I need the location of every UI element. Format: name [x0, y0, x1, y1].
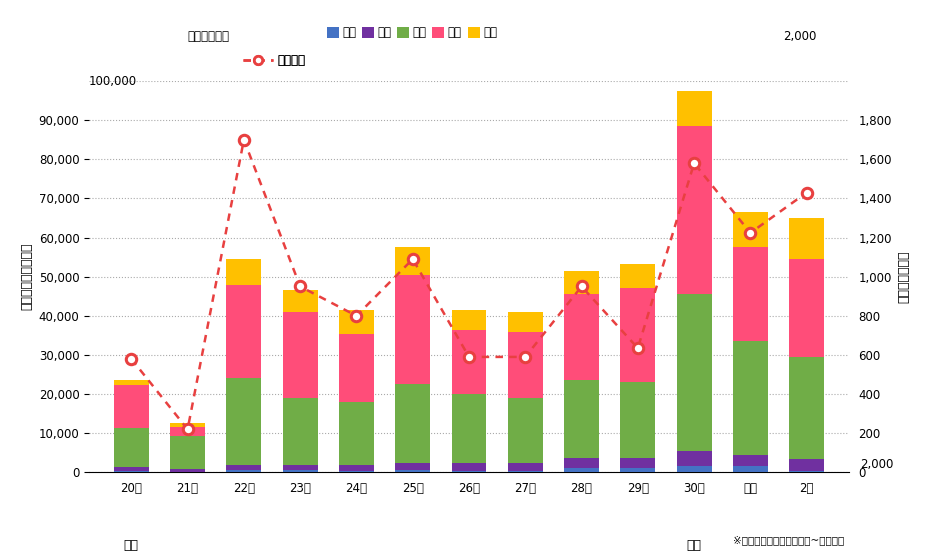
Bar	[395, 247, 431, 275]
Bar	[507, 471, 543, 472]
Y-axis label: 死亡者数（人）: 死亡者数（人）	[898, 250, 911, 303]
Bar	[395, 463, 431, 470]
Bar	[282, 398, 318, 465]
Bar	[339, 471, 374, 472]
Bar	[789, 471, 825, 472]
Bar	[733, 455, 768, 466]
Bar	[507, 312, 543, 332]
Bar	[113, 467, 149, 471]
Bar	[282, 470, 318, 472]
Text: 令和: 令和	[687, 539, 702, 552]
Bar	[113, 380, 149, 385]
Bar	[282, 312, 318, 398]
Bar	[733, 466, 768, 472]
Bar	[282, 291, 318, 312]
Bar	[789, 459, 825, 471]
Legend: 死亡者数: 死亡者数	[243, 54, 306, 67]
Bar	[789, 357, 825, 459]
Bar	[170, 423, 205, 427]
Bar	[451, 463, 487, 471]
Bar	[113, 471, 149, 472]
Bar	[620, 288, 656, 382]
Bar	[564, 458, 599, 468]
Bar	[170, 469, 205, 472]
Bar	[564, 293, 599, 380]
Text: ※令和２年の死亡者数は６~９月概数: ※令和２年の死亡者数は６~９月概数	[733, 535, 844, 545]
Bar	[620, 264, 656, 288]
Bar	[451, 330, 487, 395]
Bar	[282, 465, 318, 470]
Bar	[733, 212, 768, 247]
Bar	[676, 294, 712, 451]
Bar	[226, 465, 262, 470]
Bar	[226, 378, 262, 465]
Bar	[564, 380, 599, 458]
Text: 2,000: 2,000	[782, 30, 816, 43]
Y-axis label: 救急搬送人員（人）: 救急搬送人員（人）	[20, 243, 33, 310]
Bar	[395, 470, 431, 472]
Bar	[620, 468, 656, 472]
Bar	[451, 395, 487, 463]
Text: 100,000: 100,000	[89, 74, 137, 88]
Bar	[226, 470, 262, 472]
Bar	[733, 247, 768, 341]
Bar	[620, 382, 656, 458]
Bar	[676, 451, 712, 466]
Bar	[507, 332, 543, 399]
Bar	[564, 468, 599, 472]
Bar	[170, 427, 205, 436]
Bar	[676, 126, 712, 294]
Bar	[339, 402, 374, 465]
Bar	[339, 310, 374, 334]
Bar	[620, 458, 656, 468]
Bar	[395, 275, 431, 385]
Bar	[339, 465, 374, 471]
Bar	[226, 259, 262, 285]
Bar	[564, 271, 599, 293]
Bar	[451, 471, 487, 472]
Bar	[451, 310, 487, 330]
Bar	[733, 341, 768, 455]
Bar	[507, 399, 543, 463]
Bar	[226, 285, 262, 378]
Bar	[676, 466, 712, 472]
Bar	[170, 436, 205, 469]
Bar	[507, 463, 543, 471]
Bar	[113, 428, 149, 467]
Bar	[113, 385, 149, 428]
Text: 平成: 平成	[124, 539, 139, 552]
Bar	[395, 385, 431, 463]
Bar	[789, 259, 825, 357]
Bar	[789, 219, 825, 259]
Text: 2,000: 2,000	[860, 458, 894, 471]
Bar	[339, 334, 374, 402]
Text: 救急搬送人員: 救急搬送人員	[188, 30, 230, 43]
Bar	[676, 91, 712, 126]
